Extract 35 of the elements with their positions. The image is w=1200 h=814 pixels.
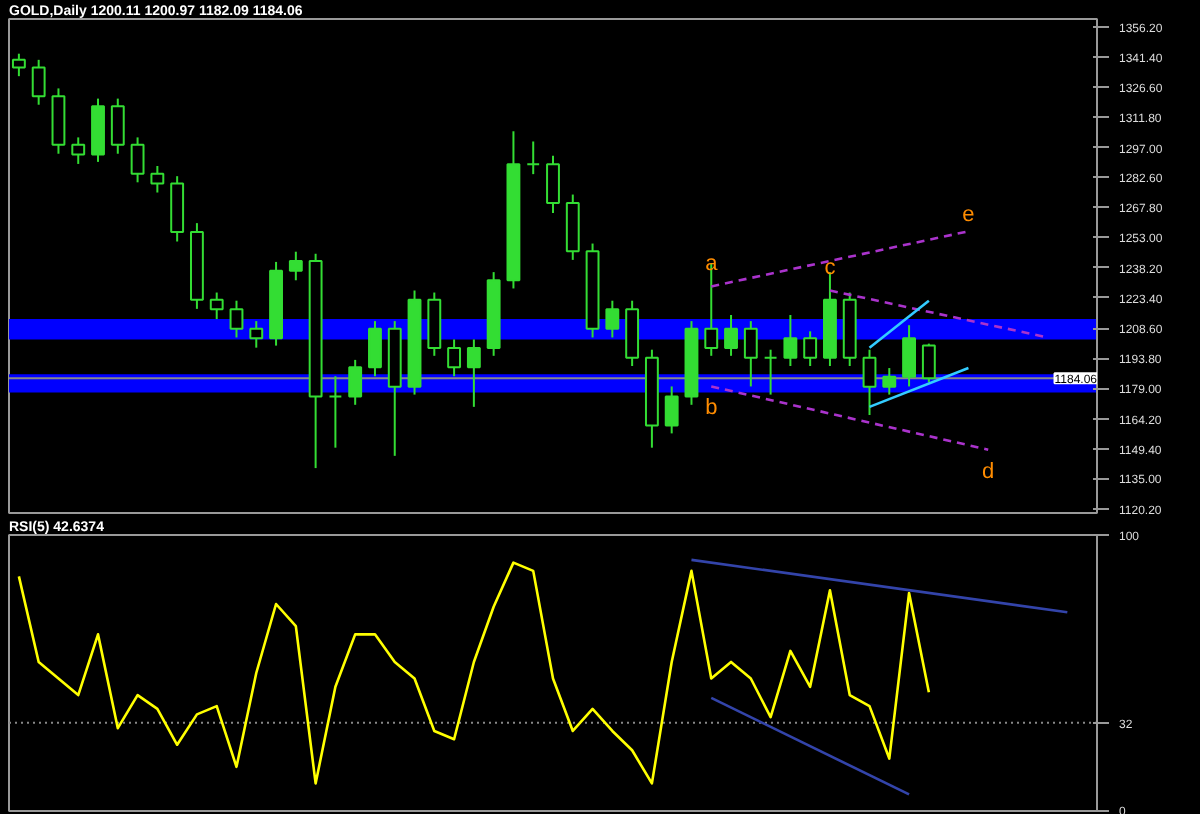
candlestick [743, 320, 758, 388]
candlestick [664, 385, 679, 435]
candlestick [862, 348, 877, 417]
candlestick [11, 52, 26, 78]
data-label: a [705, 252, 720, 277]
candlestick [882, 367, 897, 396]
candlestick [783, 313, 798, 368]
candlestick [921, 342, 936, 384]
candlestick [447, 338, 462, 378]
candlestick [546, 154, 560, 214]
candlestick [130, 136, 145, 184]
candlestick [724, 313, 738, 357]
candlestick [526, 140, 541, 176]
data-label: e [962, 203, 975, 228]
candlestick [348, 358, 363, 406]
candlestick [229, 299, 244, 339]
candlestick [763, 348, 778, 396]
line-series [17, 561, 931, 785]
candlestick [71, 136, 86, 165]
data-label: c [824, 256, 837, 281]
candlestick [368, 320, 382, 378]
candlestick [110, 97, 125, 155]
candlestick [803, 330, 818, 368]
candlestick [31, 58, 46, 106]
candlestick [328, 375, 343, 449]
candlestick [249, 320, 264, 349]
candlestick [466, 338, 481, 408]
candlestick [209, 291, 224, 321]
candlestick [902, 324, 917, 388]
data-label: d [982, 459, 995, 484]
candlestick [605, 299, 620, 339]
data-label: b [705, 396, 718, 421]
candlestick [704, 262, 719, 357]
candlestick [288, 250, 303, 282]
candlestick [150, 164, 165, 194]
